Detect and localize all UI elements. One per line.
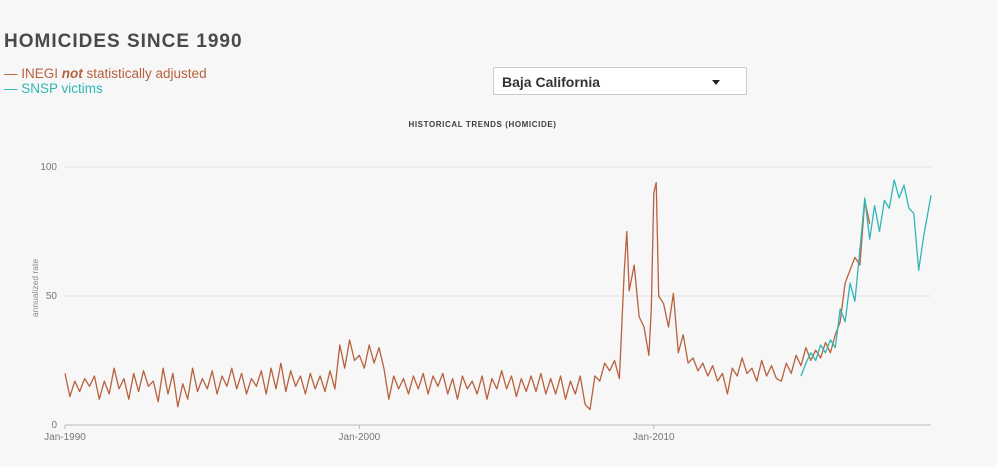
legend-inegi-suffix: statistically adjusted <box>82 66 207 81</box>
state-select[interactable]: Baja California <box>493 67 747 95</box>
x-tick-label: Jan-2010 <box>633 432 675 443</box>
page-title: HOMICIDES SINCE 1990 <box>4 31 243 52</box>
legend-item-snsp: — SNSP victims <box>4 81 103 96</box>
axis-layer: 0 50 100 Jan-1990 Jan-2000 Jan-2010 <box>40 162 931 443</box>
caret-down-icon <box>712 80 720 85</box>
legend: — INEGI not statistically adjusted — SNS… <box>4 66 207 96</box>
series-line-inegi <box>64 181 871 411</box>
x-tick-label: Jan-1990 <box>44 432 86 443</box>
legend-inegi-prefix: — INEGI <box>4 66 62 81</box>
series-layer <box>64 179 932 411</box>
x-tick-label: Jan-2000 <box>339 432 381 443</box>
chart-title: HISTORICAL TRENDS (HOMICIDE) <box>408 120 557 129</box>
y-tick-label: 50 <box>46 291 58 302</box>
y-axis-label: annualized rate <box>30 259 40 317</box>
y-tick-label: 0 <box>51 420 57 431</box>
y-tick-label: 100 <box>40 162 57 173</box>
legend-item-inegi: — INEGI not statistically adjusted <box>4 66 207 81</box>
legend-inegi-emphasis: not <box>61 66 83 81</box>
series-line-snsp <box>800 179 932 377</box>
state-select-value: Baja California <box>502 74 601 90</box>
